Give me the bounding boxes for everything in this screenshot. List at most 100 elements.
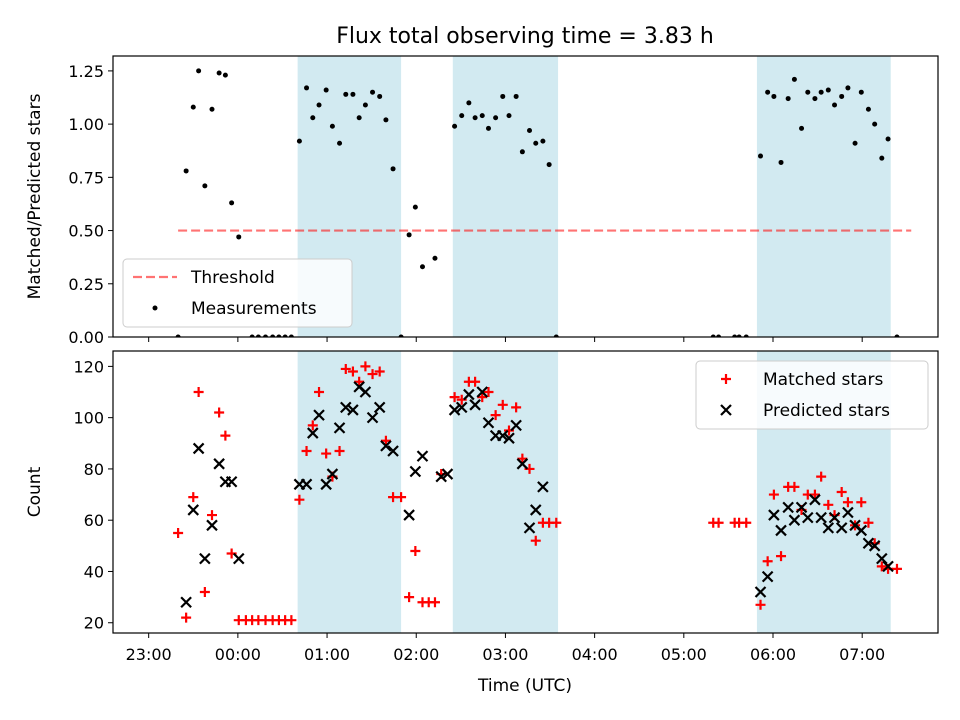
- predicted-point: [180, 596, 192, 609]
- measurement-point: [852, 140, 858, 146]
- measurement-point: [222, 72, 228, 78]
- x-axis-label: Time (UTC): [477, 676, 572, 696]
- matched-point: [497, 399, 508, 410]
- measurement-point: [832, 102, 838, 108]
- measurement-point: [183, 168, 189, 174]
- predicted-point: [441, 468, 454, 480]
- y-tick-label: 0.25: [68, 275, 104, 294]
- measurement-point: [377, 93, 383, 99]
- predicted-point: [761, 570, 774, 583]
- matched-point: [207, 510, 217, 521]
- measurement-point: [190, 104, 196, 110]
- matched-point: [713, 517, 724, 528]
- matched-point: [762, 556, 773, 567]
- matched-point: [410, 545, 421, 556]
- matched-point: [876, 561, 887, 572]
- measurement-point: [323, 87, 329, 93]
- measurement-point: [270, 334, 276, 337]
- measurement-point: [799, 125, 805, 131]
- predicted-point: [333, 422, 346, 434]
- x-tick-label: 06:00: [750, 645, 796, 664]
- predicted-point: [822, 522, 835, 534]
- matched-point: [314, 387, 325, 398]
- measurement-point: [390, 166, 396, 172]
- measurement-point: [406, 232, 412, 238]
- y-tick-label: 80: [84, 460, 104, 479]
- x-tick-label: 03:00: [482, 645, 528, 664]
- predicted-point: [225, 475, 238, 488]
- predicted-point: [409, 465, 422, 478]
- measurement-point: [466, 100, 472, 106]
- matched-point: [449, 392, 460, 403]
- x-tick-label: 07:00: [839, 645, 885, 664]
- predicted-point: [206, 519, 218, 532]
- measurement-point: [845, 85, 851, 91]
- matched-point: [360, 361, 371, 372]
- matched-point: [188, 492, 199, 503]
- matched-point: [891, 563, 902, 574]
- measurement-point: [288, 334, 294, 337]
- measurement-point: [343, 91, 349, 97]
- measurement-point: [839, 93, 845, 99]
- matched-point: [321, 448, 332, 459]
- predicted-point: [359, 386, 372, 398]
- measurement-point: [249, 334, 255, 337]
- x-tick-label: 04:00: [572, 645, 618, 664]
- predicted-point: [802, 511, 814, 524]
- y-tick-label: 1.25: [68, 62, 104, 81]
- predicted-point: [373, 401, 386, 414]
- predicted-point: [380, 440, 392, 452]
- shaded-interval-2: [756, 56, 891, 337]
- measurement-point: [765, 89, 771, 95]
- y-tick-label: 120: [73, 357, 104, 376]
- matched-point: [863, 517, 874, 528]
- measurement-point: [175, 334, 181, 337]
- matched-point: [856, 497, 867, 508]
- matched-point: [380, 435, 391, 446]
- measurement-point: [459, 113, 465, 119]
- measurement-point: [519, 149, 525, 155]
- bottom-panel: 20 40 60 80 100 120 23:00 00:00 01:00 02:00 03:00 0…: [25, 350, 939, 664]
- matched-point: [199, 586, 210, 597]
- measurement-point: [485, 125, 491, 131]
- measurement-point: [771, 93, 777, 99]
- legend-predicted-label: Predicted stars: [763, 401, 890, 421]
- matched-point: [307, 420, 318, 431]
- legend-matched-swatch: [721, 374, 731, 384]
- y-tick-label: 100: [73, 409, 104, 428]
- matched-point: [836, 487, 847, 497]
- predicted-point: [307, 427, 319, 439]
- predicted-point: [529, 504, 542, 516]
- matched-point: [374, 366, 385, 377]
- predicted-point: [809, 493, 821, 506]
- matched-point: [517, 453, 528, 464]
- plot-frame: [112, 55, 939, 338]
- data-layer: [175, 68, 900, 337]
- measurement-point: [885, 136, 891, 142]
- measurement-point: [276, 334, 282, 337]
- measurement-point: [362, 102, 368, 108]
- legend-threshold-label: Threshold: [190, 268, 275, 288]
- measurement-point: [743, 334, 749, 337]
- predicted-point: [855, 524, 868, 537]
- measurement-point: [879, 155, 885, 161]
- predicted-point: [416, 450, 429, 462]
- matched-point: [470, 376, 481, 387]
- predicted-point: [340, 401, 352, 414]
- predicted-point: [192, 442, 205, 455]
- shaded-interval-1: [452, 351, 559, 633]
- y-tick-label: 0.50: [68, 222, 104, 241]
- matched-point: [294, 494, 305, 505]
- data-layer: [173, 361, 902, 626]
- measurement-point: [255, 334, 261, 337]
- measurement-point: [229, 200, 235, 206]
- measurement-point: [356, 115, 362, 121]
- predicted-point: [213, 458, 225, 470]
- matched-point: [193, 387, 204, 398]
- y-axis-label: Count: [25, 466, 45, 517]
- matched-point: [214, 407, 225, 418]
- measurement-point: [812, 96, 818, 102]
- shaded-interval-1: [452, 56, 559, 337]
- predicted-point: [463, 388, 475, 401]
